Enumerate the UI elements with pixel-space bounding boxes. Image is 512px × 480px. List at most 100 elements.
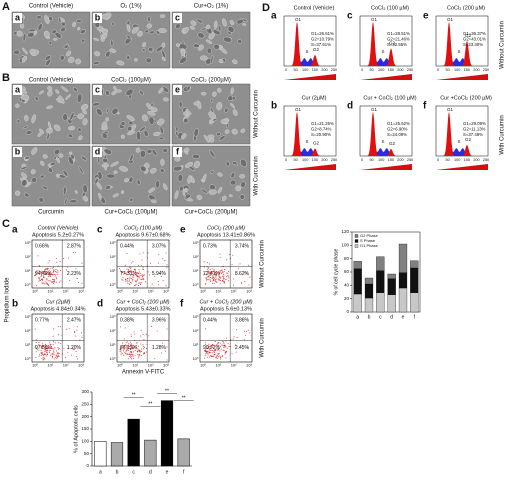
y-tick-label: 10³ [193, 240, 199, 245]
event-dot [221, 280, 223, 282]
cell [159, 168, 165, 173]
event-dot [132, 261, 134, 263]
event-dot [43, 355, 45, 357]
x-tick-label: 250 [331, 68, 337, 72]
bar-segment [387, 273, 396, 279]
phase-stat: G2=21.46% [387, 37, 410, 42]
event-dot [215, 276, 217, 278]
event-dot [131, 353, 133, 355]
phase-stat: G1=26.61% [311, 31, 334, 36]
event-dot [220, 356, 222, 358]
x-tick-label: 250 [483, 68, 489, 72]
event-dot [135, 271, 137, 273]
event-dot [225, 357, 227, 359]
event-dot [49, 272, 51, 274]
event-dot [56, 350, 58, 352]
event-dot [141, 274, 143, 276]
panel-label: D [262, 2, 270, 14]
x-tick-label: 50 [369, 68, 373, 72]
event-dot [221, 271, 223, 273]
event-dot [49, 274, 51, 276]
event-dot [37, 277, 39, 279]
event-dot [226, 259, 228, 261]
cell [100, 37, 105, 42]
x-tick-label: 0 [361, 158, 363, 162]
event-dot [44, 343, 46, 345]
event-dot [207, 262, 209, 264]
cell [240, 128, 246, 134]
event-dot [141, 277, 143, 279]
micrograph [171, 145, 251, 207]
event-dot [249, 332, 251, 334]
event-dot [132, 344, 134, 346]
event-dot [143, 268, 145, 270]
cell [31, 114, 36, 124]
y-tick-label: 60 [344, 269, 350, 274]
cell [179, 185, 184, 192]
event-dot [42, 275, 44, 277]
panel-letter: c [175, 12, 180, 22]
event-dot [136, 341, 138, 343]
phase-stat: S=20.90% [311, 132, 331, 137]
event-dot [223, 271, 225, 273]
event-dot [211, 345, 213, 347]
event-dot [53, 269, 55, 271]
event-dot [44, 271, 46, 273]
event-dot [138, 271, 140, 273]
event-dot [72, 252, 74, 254]
cell [221, 195, 227, 201]
phase-stat: S=32.55% [387, 42, 407, 47]
event-dot [214, 271, 216, 273]
event-dot [139, 278, 141, 280]
event-dot [60, 269, 62, 271]
cell [158, 87, 164, 94]
cell [47, 86, 53, 91]
cell [105, 117, 109, 122]
cell [174, 190, 179, 200]
event-dot [42, 279, 44, 281]
event-dot [139, 350, 141, 352]
cell [193, 160, 201, 169]
event-dot [221, 272, 223, 274]
event-dot [53, 350, 55, 352]
event-dot [57, 357, 59, 359]
event-dot [53, 328, 55, 330]
event-dot [210, 349, 212, 351]
event-dot [45, 272, 47, 274]
event-dot [41, 357, 43, 359]
event-dot [137, 285, 139, 287]
event-dot [211, 355, 213, 357]
y-tick-label: 10⁰ [24, 356, 30, 361]
event-dot [134, 280, 136, 282]
quadrant-value: 0.77% [35, 317, 50, 323]
event-dot [233, 336, 235, 338]
cell [94, 174, 99, 179]
quadrant-value: 90.72% [203, 345, 221, 351]
cell [209, 119, 213, 123]
plot-title: CoCl₂ (100 µM) [124, 225, 162, 231]
plot-title: Cur + CoCl₂ (100 µM) [116, 299, 169, 305]
event-dot [223, 343, 225, 345]
event-dot [166, 346, 168, 348]
histogram-frame [435, 105, 489, 157]
cell [105, 185, 111, 190]
event-dot [48, 347, 50, 349]
event-dot [208, 275, 210, 277]
phase-label: G2 [465, 33, 472, 38]
event-dot [142, 334, 144, 336]
x-tick-label: 10⁰ [32, 363, 38, 368]
event-dot [55, 281, 57, 283]
event-dot [53, 274, 55, 276]
quadrant-value: 0.66% [35, 243, 50, 249]
event-dot [128, 343, 130, 345]
bar [94, 441, 107, 467]
cell [158, 136, 165, 141]
x-tick-label: 150 [464, 158, 470, 162]
event-dot [126, 274, 128, 276]
event-dot [134, 268, 136, 270]
cell [38, 90, 45, 95]
x-tick-label: 10¹ [47, 289, 53, 294]
event-dot [217, 353, 219, 355]
event-dot [207, 345, 209, 347]
event-dot [40, 346, 42, 348]
